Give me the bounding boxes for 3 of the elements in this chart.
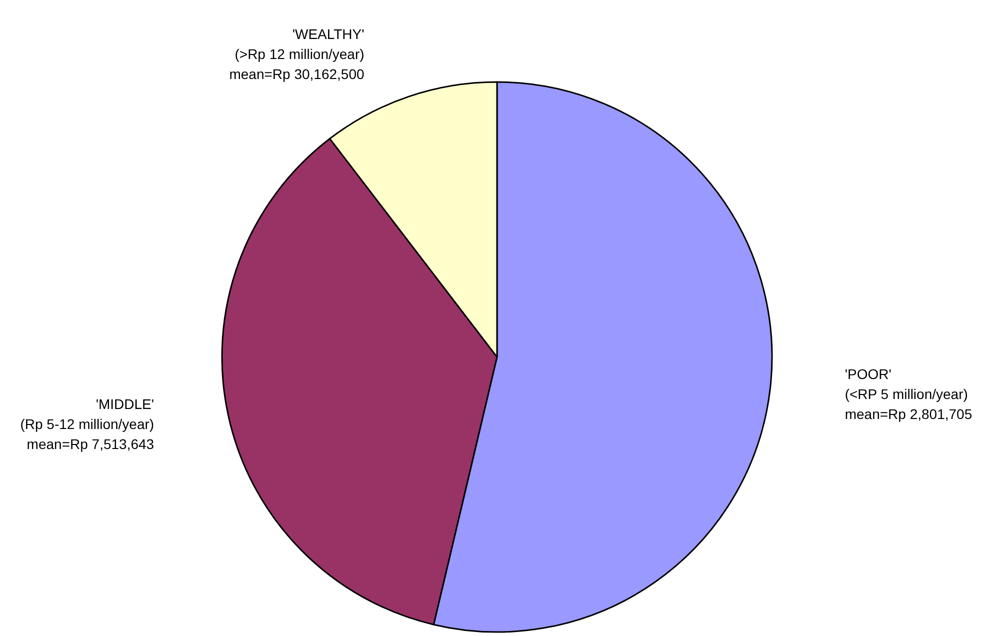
slice-label: 'WEALTHY' (>Rp 12 million/year) mean=Rp 30,162,500 (229, 26, 364, 82)
slice-label: 'POOR' (<RP 5 million/year) mean=Rp 2,801,705 (844, 366, 972, 422)
slice-label: 'MIDDLE' (Rp 5-12 million/year) mean=Rp 7,513,643 (20, 396, 154, 452)
